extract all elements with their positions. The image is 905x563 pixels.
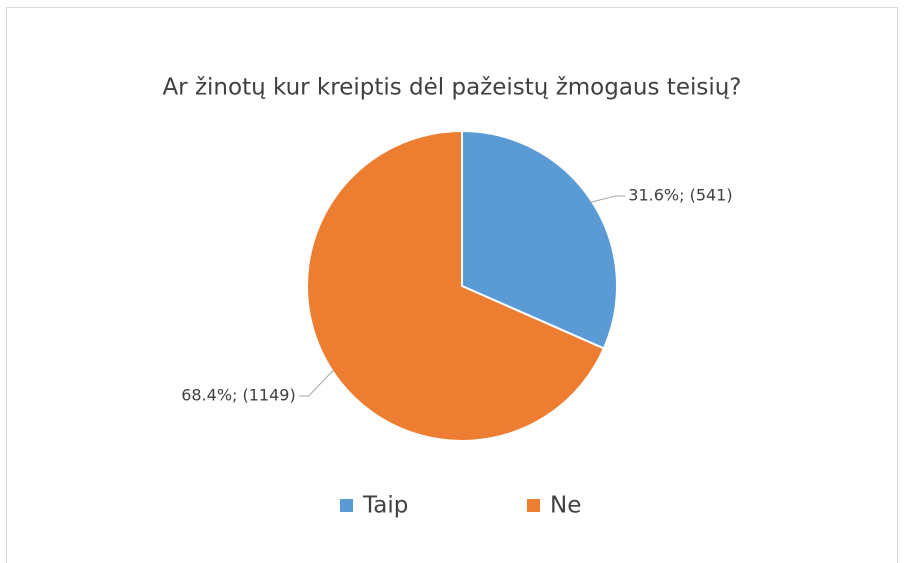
data-label: 68.4%; (1149) [181, 385, 296, 404]
leader-line [298, 369, 335, 397]
leader-line [590, 195, 626, 203]
legend-swatch [340, 499, 353, 512]
data-label: 31.6%; (541) [628, 186, 732, 205]
legend-swatch [527, 499, 540, 512]
legend-label: Taip [362, 493, 408, 519]
pie-slice [461, 129, 618, 350]
legend-label: Ne [550, 493, 581, 519]
chart-title: Ar žinotų kur kreiptis dėl pažeistų žmog… [162, 75, 741, 101]
